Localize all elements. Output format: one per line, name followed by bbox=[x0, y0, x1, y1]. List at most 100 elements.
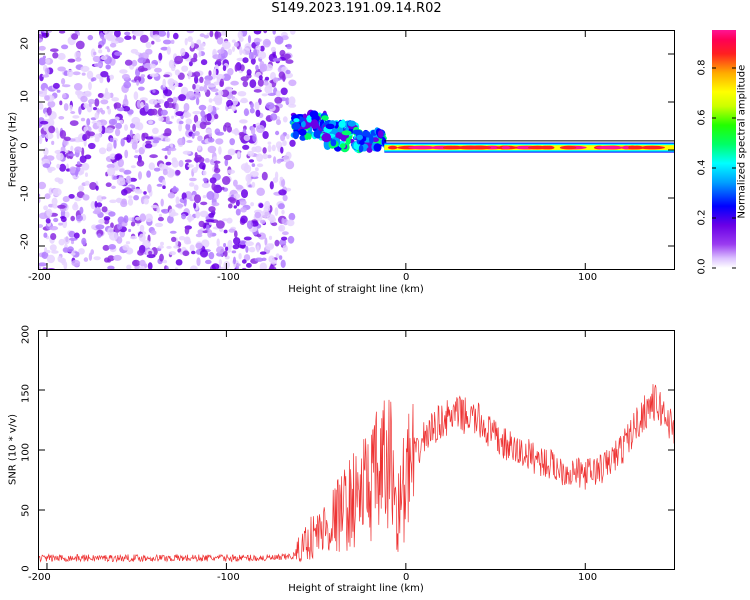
noise-blob bbox=[286, 219, 295, 227]
noise-blob bbox=[172, 96, 178, 104]
noise-blob bbox=[126, 134, 132, 143]
noise-blob bbox=[201, 182, 211, 189]
noise-blob bbox=[209, 177, 217, 184]
noise-blob bbox=[152, 127, 159, 134]
noise-blob bbox=[90, 249, 94, 255]
noise-blob bbox=[194, 131, 200, 136]
noise-blob bbox=[75, 169, 79, 177]
noise-blob bbox=[127, 198, 134, 206]
noise-blob bbox=[131, 59, 138, 67]
noise-blob bbox=[122, 105, 131, 112]
noise-blob bbox=[222, 176, 231, 185]
noise-blob bbox=[114, 153, 121, 161]
noise-blob bbox=[115, 122, 122, 130]
noise-blob bbox=[151, 40, 155, 45]
noise-blob bbox=[52, 52, 59, 59]
noise-blob bbox=[275, 141, 283, 149]
noise-blob bbox=[170, 39, 175, 44]
noise-blob bbox=[97, 233, 102, 238]
noise-blob bbox=[41, 251, 49, 259]
noise-blob bbox=[80, 65, 90, 72]
noise-blob bbox=[168, 147, 177, 152]
noise-blob bbox=[72, 203, 79, 211]
noise-blob bbox=[45, 132, 54, 140]
noise-blob bbox=[102, 244, 110, 251]
signal-blob bbox=[369, 134, 374, 144]
noise-blob bbox=[138, 233, 146, 242]
noise-blob bbox=[227, 197, 236, 202]
noise-blob bbox=[181, 86, 189, 96]
noise-blob bbox=[125, 241, 131, 245]
noise-blob bbox=[83, 103, 89, 109]
noise-blob bbox=[61, 44, 69, 50]
noise-blob bbox=[78, 248, 85, 255]
noise-blob bbox=[244, 43, 252, 51]
noise-blob bbox=[214, 30, 219, 40]
noise-blob bbox=[227, 148, 236, 156]
bottom-xtick-label: -100 bbox=[217, 572, 240, 583]
noise-blob bbox=[241, 189, 248, 199]
noise-blob bbox=[93, 51, 97, 56]
noise-blob bbox=[246, 220, 253, 229]
noise-blob bbox=[218, 146, 222, 155]
noise-blob bbox=[277, 66, 282, 73]
noise-blob bbox=[264, 76, 270, 81]
noise-blob bbox=[175, 103, 179, 112]
noise-blob bbox=[94, 112, 100, 120]
noise-blob bbox=[78, 106, 82, 115]
noise-blob bbox=[157, 216, 164, 222]
noise-blob bbox=[89, 182, 97, 190]
noise-blob bbox=[181, 213, 187, 220]
noise-blob bbox=[281, 209, 285, 215]
noise-blob bbox=[166, 245, 172, 249]
noise-blob bbox=[204, 79, 211, 86]
noise-blob bbox=[246, 262, 252, 268]
noise-blob bbox=[219, 78, 225, 87]
colorbar-label: Normalized spectral amplitude bbox=[736, 64, 748, 219]
noise-blob bbox=[167, 97, 174, 103]
noise-blob bbox=[226, 169, 236, 175]
noise-blob bbox=[150, 204, 159, 209]
noise-blob bbox=[104, 127, 114, 134]
bottom-ytick-label: 200 bbox=[20, 324, 32, 345]
noise-blob bbox=[133, 30, 140, 37]
noise-blob bbox=[280, 146, 284, 154]
noise-blob bbox=[57, 178, 64, 185]
noise-blob bbox=[70, 145, 74, 152]
noise-blob bbox=[71, 33, 79, 40]
noise-blob bbox=[243, 236, 252, 241]
noise-blob bbox=[255, 41, 261, 46]
noise-blob bbox=[202, 170, 207, 176]
noise-blob bbox=[233, 193, 241, 199]
noise-blob bbox=[212, 68, 217, 76]
snr-line bbox=[38, 384, 675, 563]
noise-blob bbox=[62, 94, 67, 99]
noise-blob bbox=[136, 100, 142, 108]
noise-blob bbox=[187, 164, 194, 168]
noise-blob bbox=[208, 212, 215, 218]
noise-blob bbox=[192, 110, 201, 115]
noise-blob bbox=[70, 252, 76, 256]
noise-blob bbox=[189, 177, 197, 182]
noise-blob bbox=[178, 94, 187, 102]
snr-ticks bbox=[38, 330, 675, 570]
noise-blob bbox=[165, 265, 169, 270]
noise-blob bbox=[107, 265, 115, 270]
noise-blob bbox=[233, 256, 236, 265]
noise-blob bbox=[69, 120, 79, 126]
signal-blob bbox=[298, 128, 307, 136]
noise-blob bbox=[166, 102, 174, 109]
noise-blob bbox=[274, 239, 280, 247]
noise-blob bbox=[195, 97, 200, 106]
noise-blob bbox=[152, 89, 156, 93]
noise-blob bbox=[73, 83, 83, 91]
noise-blob bbox=[98, 147, 107, 155]
top-y-axis-label: Frequency (Hz) bbox=[7, 111, 19, 188]
noise-blob bbox=[145, 41, 152, 49]
noise-blob bbox=[248, 51, 254, 60]
noise-blob bbox=[173, 245, 179, 249]
noise-blob bbox=[94, 200, 98, 208]
noise-blob bbox=[183, 102, 190, 112]
noise-blob bbox=[232, 97, 239, 106]
noise-blob bbox=[282, 73, 286, 82]
